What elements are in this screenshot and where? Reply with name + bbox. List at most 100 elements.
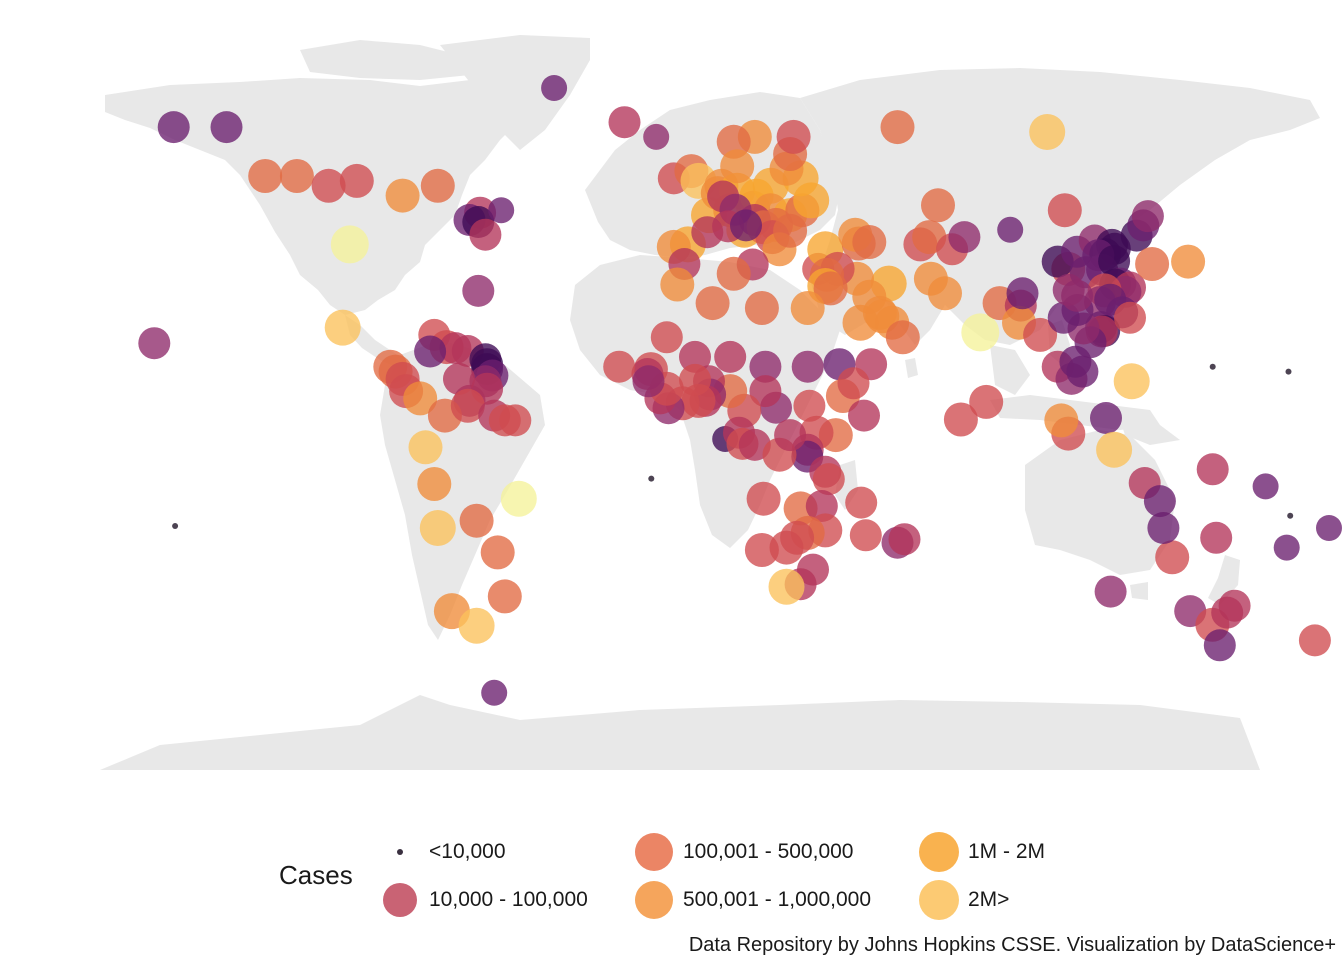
legend-item-500k-1m: 500,001 - 1,000,000 (631, 878, 871, 922)
case-bubble (880, 110, 915, 145)
case-bubble (414, 335, 447, 368)
case-bubble (420, 168, 455, 203)
case-bubble (311, 168, 346, 203)
case-bubble (480, 535, 515, 570)
land-new-guinea (1120, 420, 1180, 445)
case-bubble (632, 365, 665, 398)
case-bubble (679, 340, 711, 373)
case-bubble (650, 321, 683, 354)
case-bubble (487, 579, 522, 614)
case-bubble (793, 389, 826, 422)
case-bubble (1023, 317, 1058, 352)
legend-item-2m-plus: 2M> (916, 878, 1009, 922)
case-bubble (210, 111, 243, 144)
case-bubble (695, 286, 730, 321)
legend-dot-2m-plus (919, 880, 959, 920)
case-bubble (961, 313, 1000, 352)
case-bubble (330, 225, 369, 264)
case-bubble (138, 327, 171, 360)
case-bubble (744, 291, 779, 325)
case-bubble (1171, 244, 1206, 279)
land-uk (612, 145, 648, 190)
case-bubble (417, 467, 452, 501)
case-bubble (469, 218, 502, 251)
land-sri-lanka (905, 358, 918, 378)
case-bubble (1094, 575, 1127, 608)
land-antarctica (100, 695, 1260, 770)
case-bubble (172, 523, 179, 529)
legend-label-2m-plus: 2M> (968, 888, 1010, 911)
case-bubble (716, 256, 751, 291)
case-bubble (720, 149, 755, 184)
case-bubble (481, 679, 508, 706)
case-bubble (279, 159, 314, 193)
case-bubble (499, 404, 532, 437)
case-bubble (997, 216, 1024, 243)
case-bubble (1273, 534, 1300, 561)
case-bubble (849, 519, 882, 552)
case-bubble (1287, 512, 1294, 519)
case-bubble (419, 510, 456, 546)
case-bubble (1298, 624, 1331, 657)
case-bubble (746, 481, 781, 516)
case-bubble (969, 384, 1004, 419)
case-bubble (403, 381, 438, 416)
case-bubble (1066, 355, 1099, 388)
case-bubble (1113, 363, 1150, 400)
case-bubble (541, 75, 568, 101)
case-bubble (1143, 485, 1176, 518)
case-bubble (888, 523, 921, 556)
case-bubble (1252, 473, 1279, 500)
case-bubble (812, 463, 845, 496)
case-bubble (921, 188, 955, 223)
legend-label-10k-100k: 10,000 - 100,000 (429, 888, 588, 911)
case-bubble (443, 362, 475, 395)
caption: Data Repository by Johns Hopkins CSSE. V… (688, 934, 1336, 956)
case-bubble (339, 163, 374, 198)
land-se-asia (990, 345, 1030, 395)
case-bubble (776, 119, 811, 154)
case-bubble (1131, 200, 1164, 233)
case-bubble (768, 568, 805, 605)
case-bubble (813, 271, 848, 306)
legend-label-100k-500k: 100,001 - 500,000 (683, 840, 854, 863)
case-bubble (660, 267, 695, 302)
case-bubble (1006, 277, 1039, 310)
case-bubble (1114, 301, 1146, 334)
case-bubble (691, 216, 724, 249)
case-bubble (459, 503, 494, 538)
case-bubble (1147, 512, 1180, 544)
legend-key-lt10k (377, 829, 423, 875)
legend-key-2m-plus (916, 877, 962, 923)
legend-dot-1m-2m (919, 832, 959, 872)
case-bubble (714, 340, 747, 373)
case-bubble (1200, 521, 1233, 554)
land-arctic-islands (300, 40, 470, 80)
case-bubble (852, 225, 887, 259)
land-greenland (440, 35, 590, 150)
legend-key-10k-100k (377, 877, 423, 923)
land-new-zealand (1208, 555, 1240, 605)
case-bubble (1203, 629, 1236, 662)
case-bubble (780, 520, 815, 555)
case-bubble (458, 607, 495, 644)
land-north-america (105, 78, 520, 315)
case-bubble (948, 221, 981, 254)
case-bubble (1135, 247, 1170, 281)
legend-item-10k-100k: 10,000 - 100,000 (377, 878, 588, 922)
case-bubble (1316, 515, 1342, 541)
legend-title: Cases (279, 860, 353, 890)
case-bubble (749, 375, 782, 408)
case-bubble (744, 533, 779, 567)
case-bubble (1029, 114, 1066, 150)
case-bubble (450, 388, 485, 423)
legend-item-100k-500k: 100,001 - 500,000 (631, 830, 853, 874)
case-bubble (324, 309, 361, 346)
case-bubble (1044, 403, 1079, 438)
case-bubble (1196, 453, 1229, 486)
legend-dot-lt10k (397, 849, 403, 855)
case-bubble (1209, 363, 1216, 370)
legend-label-1m-2m: 1M - 2M (968, 840, 1046, 863)
case-bubble (790, 291, 825, 325)
